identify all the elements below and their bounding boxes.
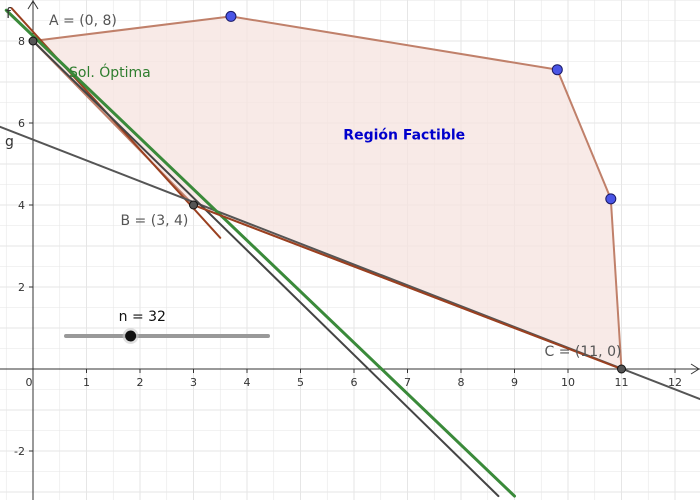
x-tick-label: 3 (190, 376, 197, 389)
line-segment-BC[interactable] (192, 204, 623, 370)
point-label-b: B = (3, 4) (121, 213, 189, 229)
x-tick-label: 12 (668, 376, 682, 389)
region-label: Región Factible (343, 127, 465, 143)
point-label-c: C = (11, 0) (545, 344, 622, 360)
x-tick-label: 10 (561, 376, 575, 389)
line-label-g: g (5, 134, 14, 150)
slider-knob[interactable] (125, 330, 137, 342)
line-f-dark[interactable] (32, 40, 500, 498)
y-tick-label: -2 (14, 445, 25, 458)
x-tick-label: 2 (137, 376, 144, 389)
y-axis-arrow-icon (27, 0, 39, 10)
points-layer[interactable] (28, 10, 626, 374)
point-p3[interactable] (605, 193, 617, 205)
point-label-a: A = (0, 8) (49, 13, 117, 29)
x-tick-label: 9 (511, 376, 518, 389)
slider-label: n = 32 (119, 309, 166, 325)
x-axis-arrow-icon (690, 363, 700, 375)
y-tick-label: 6 (18, 117, 25, 130)
x-tick-label: 0 (26, 376, 33, 389)
point-a[interactable] (28, 36, 38, 46)
point-p1[interactable] (225, 10, 237, 22)
point-p2[interactable] (551, 64, 563, 76)
n-slider[interactable]: n = 32 (64, 309, 270, 344)
x-tick-label: 7 (404, 376, 411, 389)
x-tick-label: 11 (615, 376, 629, 389)
x-tick-label: 1 (83, 376, 90, 389)
line-label-f: f (6, 6, 12, 22)
y-tick-label: 4 (18, 199, 25, 212)
x-tick-label: 4 (244, 376, 251, 389)
point-b[interactable] (189, 200, 198, 210)
lines-layer[interactable] (0, 7, 700, 498)
labels-layer: A = (0, 8) B = (3, 4) C = (11, 0) Región Fa… (5, 6, 621, 360)
y-tick-label: 2 (18, 281, 25, 294)
line-sol-optima[interactable] (4, 8, 516, 498)
line-label-sol-optima: Sol. Óptima (69, 63, 151, 81)
y-tick-label: 8 (18, 35, 25, 48)
point-c[interactable] (617, 364, 626, 374)
x-tick-label: 8 (458, 376, 465, 389)
x-tick-label: 5 (297, 376, 304, 389)
x-tick-label: 6 (351, 376, 358, 389)
